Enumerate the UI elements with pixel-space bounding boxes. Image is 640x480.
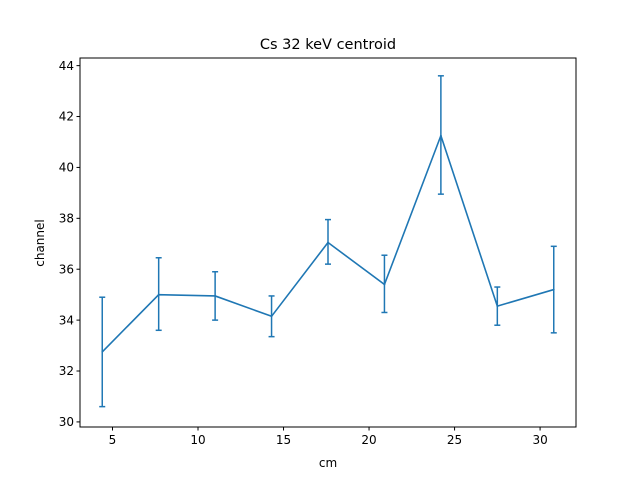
plot-area-frame <box>79 57 577 428</box>
data-point <box>383 283 386 286</box>
x-tick-label: 20 <box>361 433 376 447</box>
y-tick-label: 30 <box>59 415 74 429</box>
data-point <box>439 134 442 137</box>
x-tick-label: 5 <box>109 433 117 447</box>
data-point <box>327 241 329 244</box>
y-tick-label: 36 <box>59 262 74 276</box>
data-point <box>552 288 555 291</box>
x-tick-label: 10 <box>190 433 205 447</box>
y-axis-ticks: 30 32 34 36 38 40 42 44 <box>59 59 80 429</box>
y-tick-label: 40 <box>59 161 74 175</box>
data-point <box>496 305 499 308</box>
x-axis-label: cm <box>319 456 337 470</box>
data-point <box>270 315 273 318</box>
data-point <box>214 295 217 297</box>
x-tick-label: 30 <box>532 433 547 447</box>
y-tick-label: 32 <box>59 364 74 378</box>
y-tick-label: 42 <box>59 110 74 124</box>
chart-title: Cs 32 keV centroid <box>260 37 396 53</box>
series-layer <box>99 75 557 408</box>
x-axis-ticks: 5 10 15 20 25 30 <box>109 427 548 447</box>
y-tick-label: 34 <box>59 313 74 327</box>
y-axis-label: channel <box>33 219 47 266</box>
x-tick-label: 25 <box>447 433 462 447</box>
y-tick-label: 44 <box>59 59 74 73</box>
y-tick-label: 38 <box>59 212 74 226</box>
x-tick-label: 15 <box>276 433 291 447</box>
data-point <box>157 293 160 296</box>
data-point <box>101 351 104 353</box>
